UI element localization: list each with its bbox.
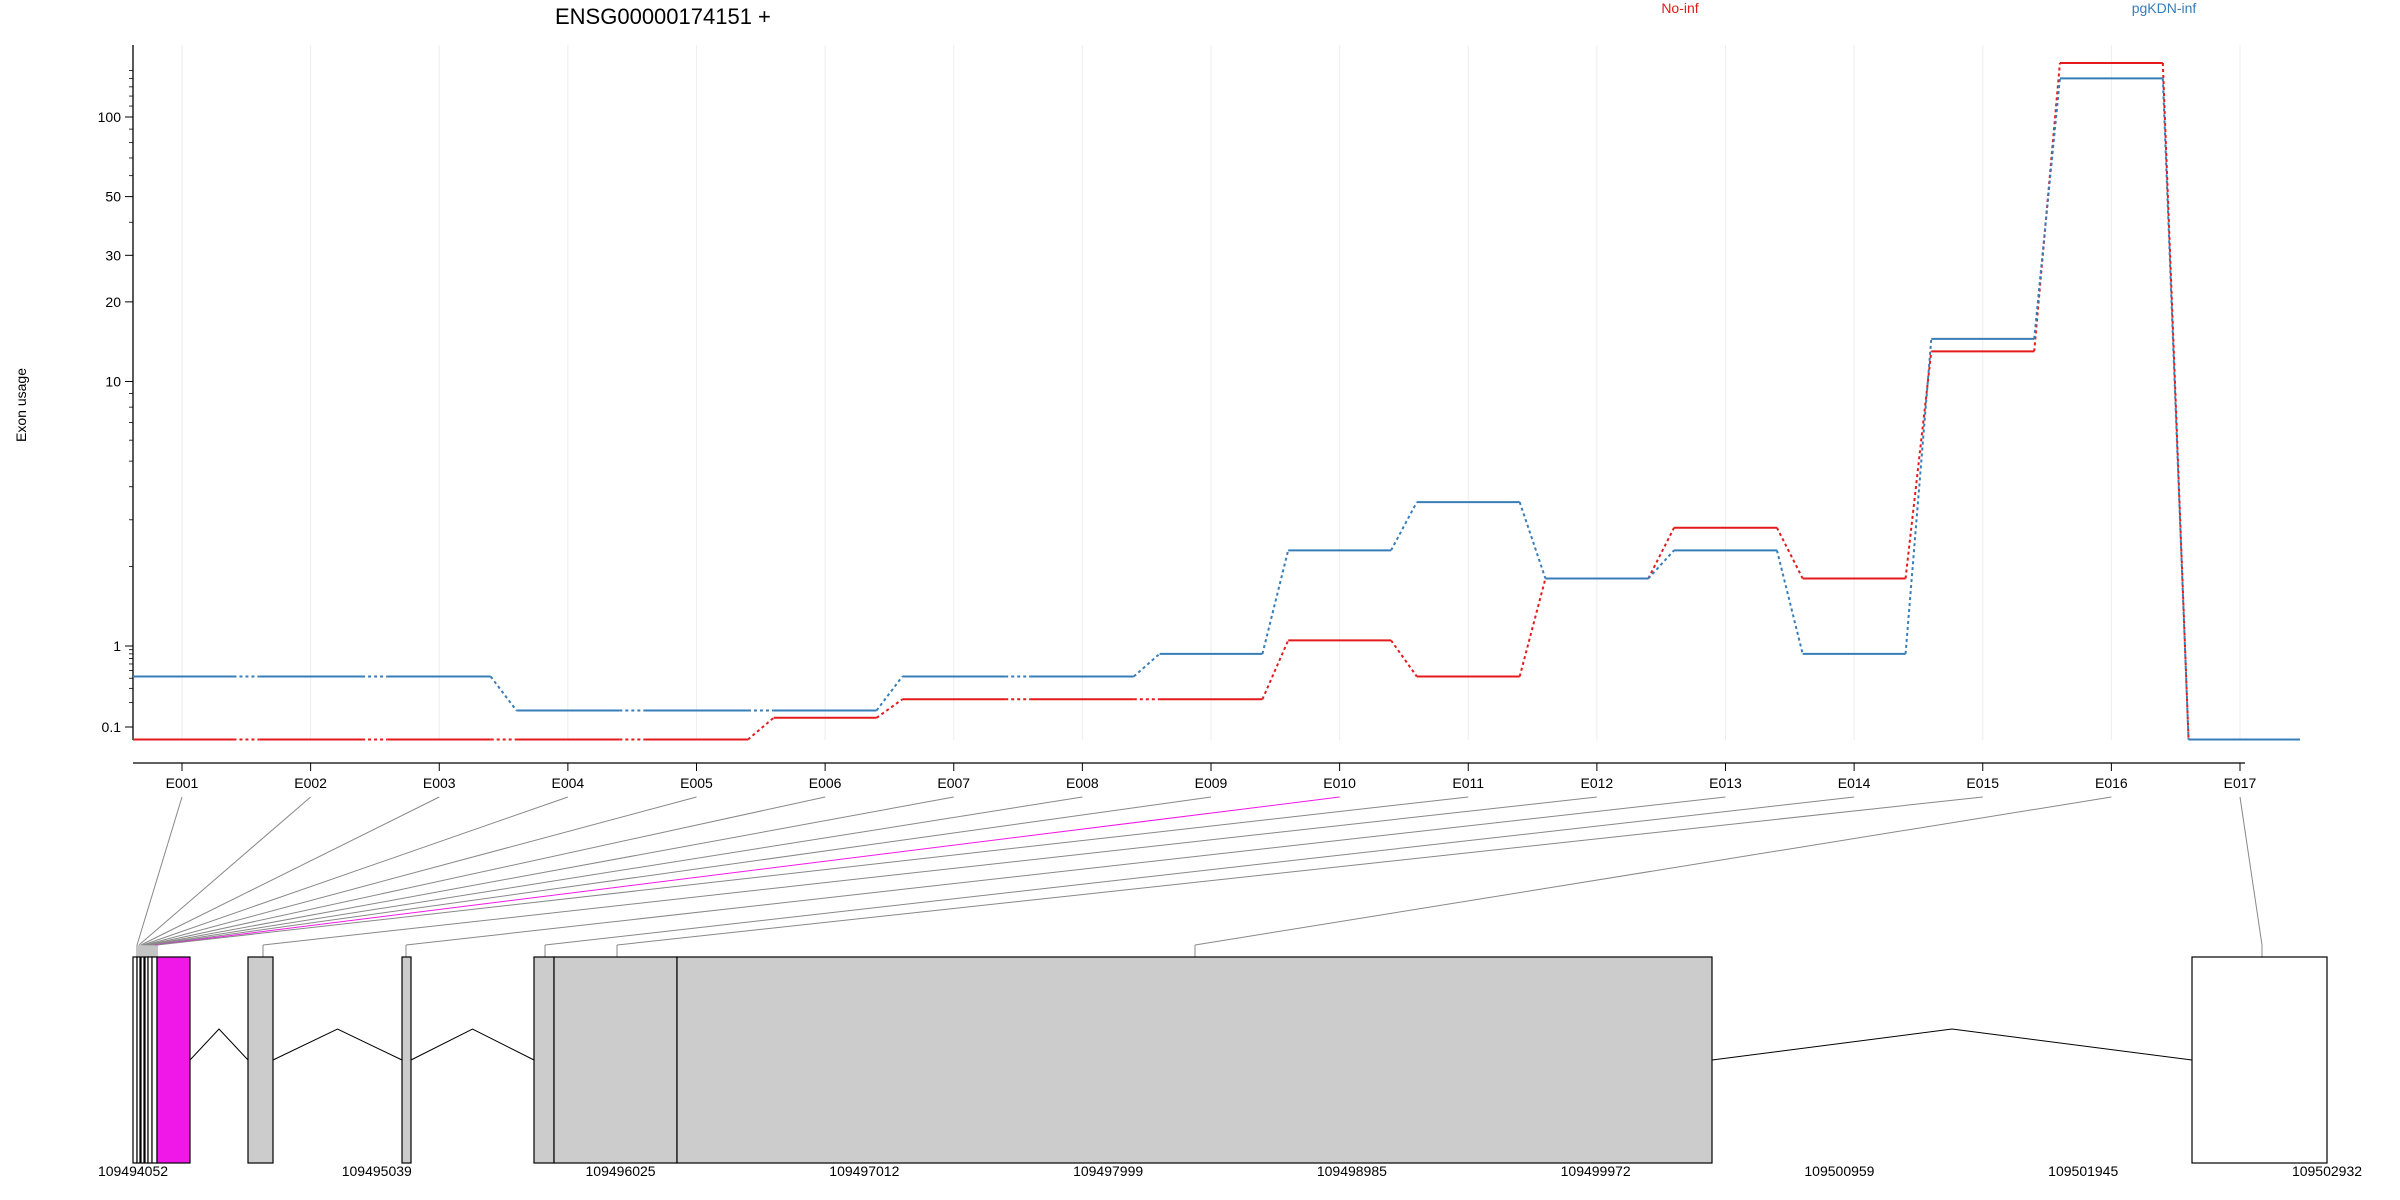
series-1-link <box>1904 338 1933 654</box>
y-tick-label: 100 <box>98 109 122 125</box>
exon-box-12 <box>676 956 1713 1164</box>
x-tick-label-E017: E017 <box>2224 775 2257 791</box>
exon-box-7 <box>156 956 191 1164</box>
y-tick-label: 0.1 <box>102 719 122 735</box>
connector-E010 <box>154 796 1340 946</box>
exon-box-2 <box>136 956 141 1164</box>
series-lines <box>133 62 2300 741</box>
legend-no-inf: No-inf <box>1661 0 1698 16</box>
connector-E009 <box>152 796 1212 946</box>
x-tick-label-E003: E003 <box>423 775 456 791</box>
x-tick-label-E010: E010 <box>1323 775 1356 791</box>
connector-E007 <box>148 796 954 946</box>
x-tick-label-E002: E002 <box>294 775 327 791</box>
exon-box-3 <box>140 956 145 1164</box>
series-1-link <box>1518 501 1547 579</box>
exon-box-1 <box>132 956 138 1164</box>
y-tick-label: 50 <box>105 189 121 205</box>
exon-box-9 <box>401 956 412 1164</box>
series-1-link <box>1390 501 1418 551</box>
exon-box-5 <box>147 956 153 1164</box>
connector-E004 <box>142 796 569 946</box>
connector-E005 <box>144 796 697 946</box>
series-1-link <box>489 675 518 712</box>
x-tick-label-E004: E004 <box>552 775 585 791</box>
intron-line <box>1711 1028 2193 1061</box>
coordinate-label: 109495039 <box>342 1163 412 1179</box>
y-tick-label: 10 <box>105 374 121 390</box>
series-0-link <box>747 717 775 741</box>
x-tick-label-E007: E007 <box>937 775 970 791</box>
series-0-link <box>1261 639 1290 700</box>
connector-E014 <box>544 796 1855 946</box>
coordinate-label: 109497012 <box>829 1163 899 1179</box>
connector-E017 <box>2239 796 2263 946</box>
connector-E006 <box>146 796 826 946</box>
series-0-link <box>1518 578 1547 677</box>
connector-E002 <box>138 796 311 946</box>
y-tick-label: 30 <box>105 247 121 263</box>
series-1-link <box>2161 78 2190 740</box>
series-0-link <box>875 698 903 719</box>
connector-E011 <box>156 796 1469 946</box>
intron-line <box>410 1028 535 1061</box>
series-1-link <box>1647 549 1675 580</box>
exon-box-10 <box>533 956 555 1164</box>
x-tick-label-E015: E015 <box>1966 775 1999 791</box>
series-0-link <box>1904 351 1933 579</box>
x-tick-label-E012: E012 <box>1581 775 1614 791</box>
x-tick-label-E016: E016 <box>2095 775 2128 791</box>
intron-line <box>189 1028 249 1061</box>
coordinate-label: 109499972 <box>1561 1163 1631 1179</box>
exon-box-8 <box>247 956 274 1164</box>
series-0-link <box>1776 527 1804 579</box>
y-axis-title: Exon usage <box>13 368 29 442</box>
coordinate-label: 109500959 <box>1804 1163 1874 1179</box>
x-tick-label-E001: E001 <box>166 775 199 791</box>
coordinate-label: 109494052 <box>98 1163 168 1179</box>
exon-box-6 <box>151 956 158 1164</box>
intron-line <box>272 1028 403 1061</box>
series-0-link <box>1647 527 1675 579</box>
coordinate-label: 109498985 <box>1317 1163 1387 1179</box>
connector-E008 <box>150 796 1083 946</box>
coordinate-label: 109502932 <box>2292 1163 2362 1179</box>
legend-pgkdn-inf: pgKDN-inf <box>2132 0 2197 16</box>
x-tick-label-E009: E009 <box>1195 775 1228 791</box>
series-1-link <box>1775 550 1804 655</box>
grid-lines <box>181 45 2241 740</box>
x-tick-label-E011: E011 <box>1452 775 1484 791</box>
connector-E001 <box>136 796 183 946</box>
axes: 0.1 1 10 20 30 50 100 E001 E002 E003 E004 E005 E006 E… <box>98 45 2257 791</box>
x-tick-label-E008: E008 <box>1066 775 1099 791</box>
connector-E012 <box>262 796 1597 946</box>
connector-E015 <box>616 796 1983 946</box>
coordinate-label: 109501945 <box>2048 1163 2118 1179</box>
series-1-link <box>1133 653 1161 678</box>
x-tick-label-E014: E014 <box>1838 775 1871 791</box>
exon-connectors <box>136 796 2263 957</box>
series-0-link <box>1390 639 1418 678</box>
y-tick-label: 1 <box>113 638 121 654</box>
chart-title: ENSG00000174151 + <box>555 4 771 29</box>
coordinate-label: 109497999 <box>1073 1163 1143 1179</box>
gene-model: 109494052 109495039 109496025 109497012 1094… <box>98 956 2362 1179</box>
connector-E016 <box>1194 796 2112 946</box>
connector-E003 <box>140 796 440 946</box>
x-tick-label-E013: E013 <box>1709 775 1742 791</box>
series-1-link <box>2033 78 2061 339</box>
y-tick-label: 20 <box>105 294 121 310</box>
series-1-link <box>1261 550 1290 655</box>
coordinate-label: 109496025 <box>586 1163 656 1179</box>
x-tick-label-E006: E006 <box>809 775 842 791</box>
series-1-link <box>875 675 904 712</box>
exon-box-11 <box>553 956 678 1164</box>
exon-box-13 <box>2191 956 2328 1164</box>
x-tick-label-E005: E005 <box>680 775 713 791</box>
connector-E013 <box>405 796 1726 946</box>
